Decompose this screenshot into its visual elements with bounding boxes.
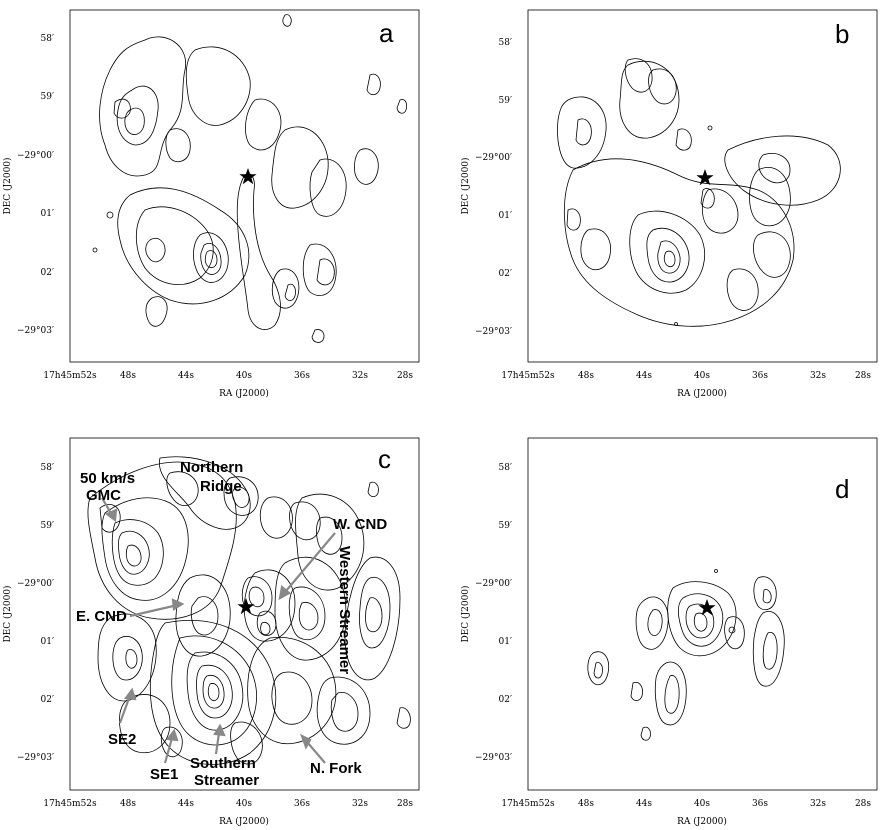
y-tick-label: 59′ [41, 92, 55, 102]
x-tick-label: 28s [855, 371, 871, 381]
y-tick-label: 59′ [499, 96, 513, 106]
arrow-w-cnd [280, 533, 335, 598]
panel-d: d 58′ 59′ −29°00′ 01′ 02′ −29°03′ 17h45m… [460, 438, 877, 827]
arrowhead [126, 690, 135, 699]
x-tick-label: 32s [352, 799, 368, 809]
label-se1: SE1 [150, 766, 178, 783]
label-ridge: Ridge [200, 478, 242, 495]
panel-a-letter: a [379, 18, 394, 48]
x-tick-label: 44s [636, 799, 652, 809]
panel-a: a 58′ 59′ −29°00′ 01′ 02′ −29°03′ 17h45m… [2, 10, 419, 399]
y-tick-label: 58′ [499, 463, 513, 473]
arrowhead [173, 600, 182, 609]
x-tick-label: 44s [178, 799, 194, 809]
x-axis-title: RA (J2000) [219, 816, 269, 827]
x-tick-label: 40s [236, 371, 252, 381]
x-tick-label: 48s [120, 799, 136, 809]
y-axis-title: DEC (J2000) [2, 157, 13, 214]
y-tick-label: 01′ [41, 209, 55, 219]
x-axis-title: RA (J2000) [677, 388, 727, 399]
y-tick-label: 58′ [41, 463, 55, 473]
x-tick-label: 17h45m52s [43, 371, 97, 381]
label-n-fork: N. Fork [310, 760, 362, 777]
label-southern: Southern [190, 755, 256, 772]
label-w-cnd: W. CND [333, 516, 387, 533]
x-tick-label: 40s [236, 799, 252, 809]
panel-c-letter: c [378, 444, 391, 474]
panel-b-contours [558, 59, 841, 327]
x-tick-label: 17h45m52s [43, 799, 97, 809]
y-tick-label: −29°00′ [475, 153, 512, 163]
y-tick-label: 59′ [499, 521, 513, 531]
x-axis-title: RA (J2000) [677, 816, 727, 827]
y-tick-label: −29°00′ [475, 579, 512, 589]
x-tick-label: 32s [810, 371, 826, 381]
panel-b-letter: b [835, 19, 849, 49]
x-tick-label: 40s [694, 371, 710, 381]
x-tick-label: 36s [752, 371, 768, 381]
y-tick-label: −29°03′ [475, 327, 512, 337]
panel-c: c 50 km/s GMC Northern Ridge W. CND West… [2, 438, 419, 827]
label-western-streamer: Western Streamer [336, 546, 353, 674]
y-tick-label: 01′ [499, 637, 513, 647]
panel-c-star-icon [237, 598, 254, 614]
label-e-cnd: E. CND [76, 608, 127, 625]
y-tick-label: 58′ [499, 38, 513, 48]
arrowhead [107, 510, 116, 520]
y-tick-label: 02′ [41, 695, 55, 705]
x-tick-label: 28s [855, 799, 871, 809]
arrowhead [215, 726, 224, 735]
y-tick-label: 58′ [41, 34, 55, 44]
panel-b: b 58′ 59′ −29°00′ 01′ 02′ −29°03′ 17h45m… [460, 10, 877, 399]
y-axis-title: DEC (J2000) [2, 585, 13, 642]
y-tick-label: 02′ [499, 269, 513, 279]
x-tick-label: 48s [578, 371, 594, 381]
label-streamer: Streamer [194, 772, 259, 789]
y-axis-title: DEC (J2000) [460, 157, 471, 214]
x-tick-label: 48s [120, 371, 136, 381]
arrowhead [168, 731, 177, 740]
y-tick-label: −29°03′ [475, 753, 512, 763]
x-tick-label: 36s [752, 799, 768, 809]
label-se2: SE2 [108, 731, 136, 748]
label-50-kms: 50 km/s [80, 470, 135, 487]
x-tick-label: 44s [636, 371, 652, 381]
panel-d-contours [588, 570, 784, 741]
y-tick-label: 01′ [499, 211, 513, 221]
y-tick-label: 59′ [41, 521, 55, 531]
y-tick-label: 02′ [499, 695, 513, 705]
x-tick-label: 28s [397, 371, 413, 381]
y-axis-title: DEC (J2000) [460, 585, 471, 642]
x-tick-label: 17h45m52s [501, 799, 555, 809]
x-tick-label: 44s [178, 371, 194, 381]
panel-d-letter: d [835, 474, 849, 504]
label-gmc: GMC [86, 487, 121, 504]
x-tick-label: 17h45m52s [501, 371, 555, 381]
x-tick-label: 28s [397, 799, 413, 809]
x-tick-label: 36s [294, 371, 310, 381]
y-tick-label: −29°03′ [17, 753, 54, 763]
y-tick-label: −29°03′ [17, 326, 54, 336]
panel-b-frame [528, 10, 877, 362]
y-tick-label: −29°00′ [17, 579, 54, 589]
x-tick-label: 36s [294, 799, 310, 809]
x-tick-label: 32s [352, 371, 368, 381]
panel-a-frame [70, 10, 419, 362]
x-tick-label: 40s [694, 799, 710, 809]
x-tick-label: 32s [810, 799, 826, 809]
y-tick-label: 01′ [41, 637, 55, 647]
y-tick-label: 02′ [41, 268, 55, 278]
y-tick-label: −29°00′ [17, 151, 54, 161]
label-northern: Northern [180, 459, 243, 476]
x-tick-label: 48s [578, 799, 594, 809]
x-axis-title: RA (J2000) [219, 388, 269, 399]
